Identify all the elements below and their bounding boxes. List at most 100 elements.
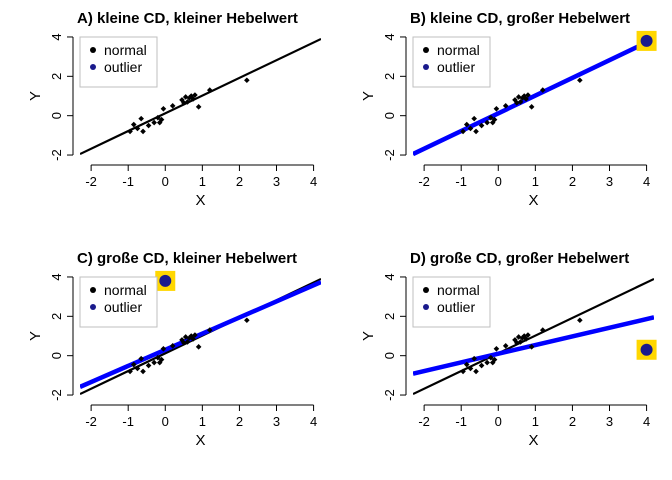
y-tick-label: 0 [49,112,64,119]
legend-label: outlier [104,59,142,75]
data-point [151,119,157,126]
data-point [517,339,524,345]
data-point [138,355,144,362]
data-point [140,368,146,375]
x-tick-label: 4 [643,414,650,429]
data-point [577,317,583,324]
data-point [463,121,470,128]
data-point [528,344,535,350]
y-axis-title: Y [27,331,44,341]
data-point [184,339,191,345]
x-tick-label: 2 [236,174,243,189]
x-axis-title: X [195,432,205,449]
data-point [158,116,165,123]
x-axis-title: X [528,432,538,449]
data-point [192,92,198,98]
data-point [491,356,498,363]
y-tick-label: 2 [49,73,64,80]
data-point [127,128,133,135]
data-point [182,334,189,340]
y-tick-label: -2 [49,149,64,161]
fit-line-with-outlier [413,315,654,376]
outlier-point [159,274,172,287]
data-point [473,368,479,375]
data-point [145,122,152,129]
fit-line-normal [413,277,654,396]
data-point [523,336,529,342]
x-tick-label: 0 [162,414,169,429]
x-tick-label: -2 [85,414,97,429]
x-tick-label: 4 [310,174,317,189]
data-point [478,122,485,129]
plot-area [80,37,321,156]
data-point [493,345,500,352]
panel-title: A) kleine CD, kleiner Hebelwert [77,10,298,27]
data-point [169,103,176,109]
x-axis-title: X [528,192,538,209]
data-point [517,99,524,105]
panel-b: B) kleine CD, großer Hebelwert -2 -1 0 1 2 3 4 -… [360,10,657,209]
data-point [145,362,152,369]
data-point [160,345,167,352]
legend-label: outlier [104,299,142,315]
data-point [182,94,189,100]
data-point [471,355,477,362]
x-tick-label: -1 [455,414,467,429]
data-point [130,121,137,128]
data-point [190,336,196,342]
panel-title: C) große CD, kleiner Hebelwert [77,250,297,267]
legend-label: outlier [437,59,475,75]
data-point [134,125,141,132]
y-tick-label: 4 [382,33,397,40]
data-point [491,116,498,123]
data-point [528,104,535,110]
y-axis-title: Y [360,91,377,101]
data-point [502,343,509,349]
data-point [539,327,546,333]
y-tick-label: 4 [49,33,64,40]
y-axis-title: Y [27,91,44,101]
data-point [577,77,583,84]
x-tick-label: 0 [495,174,502,189]
x-tick-label: -2 [418,174,430,189]
data-point [488,354,494,361]
data-point [460,128,466,135]
plot-area [80,277,321,396]
x-tick-label: 1 [532,414,539,429]
y-tick-label: 2 [49,313,64,320]
panel-d: D) große CD, großer Hebelwert -2 -1 0 1 2 3 4 -2… [360,250,657,449]
fit-line-with-outlier [80,279,321,389]
data-point [523,96,529,102]
panel-title: D) große CD, großer Hebelwert [410,250,629,267]
data-point [206,87,213,93]
y-tick-label: 4 [382,273,397,280]
data-point [138,115,144,122]
legend-marker [423,287,429,293]
data-point [156,359,163,366]
outlier-point [640,34,653,47]
x-tick-label: -1 [122,414,134,429]
data-point [488,114,494,121]
data-point [179,97,185,103]
data-point [484,119,490,126]
y-tick-label: 0 [382,352,397,359]
legend-marker [90,304,96,310]
x-tick-label: 1 [199,174,206,189]
data-point [460,368,466,375]
data-point [244,317,250,324]
fit-line-with-outlier [413,36,654,157]
legend-label: normal [104,42,147,58]
data-point [478,362,485,369]
y-tick-label: 0 [49,352,64,359]
x-tick-label: 3 [606,174,613,189]
legend-label: normal [104,282,147,298]
y-axis-title: Y [360,331,377,341]
x-tick-label: 3 [273,414,280,429]
y-tick-label: 2 [382,313,397,320]
data-point [155,114,161,121]
data-point [184,99,191,105]
data-point [512,97,518,103]
